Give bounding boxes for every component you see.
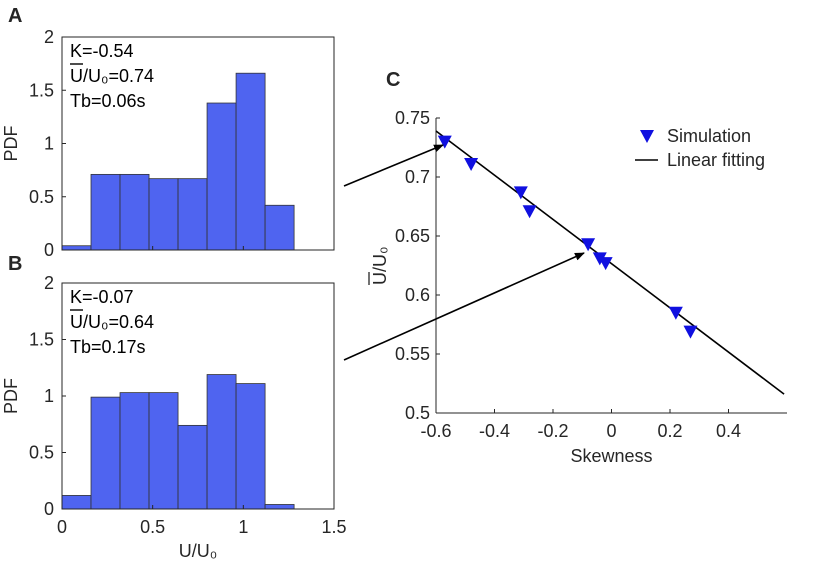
- panel-a: A 0 0.5 1 1.5 2 PDF K=-0.54 U/U₀=0.74 Tb=0.06s: [1, 5, 335, 260]
- y-axis-label-symbol: U: [370, 272, 390, 285]
- histogram-bar: [90, 396, 121, 510]
- y-tick-label: 0.55: [395, 344, 430, 364]
- simulation-point: [437, 135, 452, 149]
- y-tick-label: 0: [44, 499, 54, 519]
- simulation-point: [513, 186, 528, 200]
- y-tick-label: 2: [44, 273, 54, 293]
- x-tick-label: 1.5: [321, 517, 346, 537]
- y-tick-label: 0.7: [405, 167, 430, 187]
- histogram-bar: [264, 504, 295, 510]
- y-tick-label: 0.75: [395, 108, 430, 128]
- y-tick-label: 0.5: [29, 187, 54, 207]
- legend-marker-simulation: [640, 130, 654, 143]
- histogram-bar: [90, 173, 121, 251]
- x-axis-label: Skewness: [570, 446, 652, 466]
- simulation-point: [668, 306, 683, 320]
- annotation-mean-symbol: U: [70, 66, 83, 86]
- simulation-point: [581, 238, 596, 252]
- y-tick-label: 1: [44, 386, 54, 406]
- histogram-bar: [119, 392, 150, 510]
- histogram-bar: [235, 383, 266, 510]
- simulation-point: [598, 257, 613, 271]
- x-axis-label: U/U₀: [179, 541, 217, 561]
- panel-label: C: [386, 69, 400, 91]
- panel-label: B: [8, 253, 22, 275]
- histogram-bar: [119, 173, 150, 251]
- simulation-point: [522, 205, 537, 219]
- x-tick-label: 0.4: [716, 421, 741, 441]
- panel-c: C 0.5 0.55 0.6 0.65 0.7 0.75 -0.6 -0.4 -0.2 0 0.2 0.…: [368, 69, 787, 466]
- x-tick-label: -0.4: [479, 421, 510, 441]
- x-tick-label: 0: [606, 421, 616, 441]
- x-tick-label: 1: [238, 517, 248, 537]
- y-tick-label: 0.6: [405, 285, 430, 305]
- y-axis-label-ratio: /U₀: [370, 247, 390, 272]
- y-tick-label: 1: [44, 134, 54, 154]
- x-tick-label: 0.2: [657, 421, 682, 441]
- histogram-bar: [206, 102, 237, 251]
- y-axis-label: PDF: [1, 125, 21, 161]
- connector-arrows: [343, 144, 585, 361]
- y-tick-label: 0: [44, 240, 54, 260]
- panel-label: A: [8, 5, 22, 27]
- annotation-mean-ratio: /U₀=0.64: [83, 312, 154, 332]
- y-tick-label: 1.5: [29, 80, 54, 100]
- linear-fit-line: [435, 130, 785, 395]
- histogram-bar: [235, 72, 266, 251]
- annotation-mean-symbol: U: [70, 312, 83, 332]
- panel-b: B 0 0.5 1 1.5 2 0 0.5 1 1.5 U/U₀ PDF K=-0.07 U/U₀=0.6…: [1, 253, 347, 561]
- annotation-kurtosis: K=-0.54: [70, 41, 134, 61]
- y-axis-label: PDF: [1, 378, 21, 414]
- x-tick-label: 0.5: [140, 517, 165, 537]
- x-tick-label: -0.6: [420, 421, 451, 441]
- legend-label-fit: Linear fitting: [667, 150, 765, 170]
- histogram-bar: [264, 204, 295, 251]
- annotation-burst-time: Tb=0.17s: [70, 337, 146, 357]
- y-tick-label: 0.5: [29, 443, 54, 463]
- x-tick-label: -0.2: [537, 421, 568, 441]
- histogram-bar: [61, 495, 92, 510]
- annotation-mean-ratio: /U₀=0.74: [83, 66, 154, 86]
- y-tick-label: 0.5: [405, 403, 430, 423]
- simulation-point: [683, 325, 698, 339]
- histogram-bar: [148, 392, 179, 510]
- y-tick-label: 2: [44, 27, 54, 47]
- y-tick-label: 0.65: [395, 226, 430, 246]
- annotation-kurtosis: K=-0.07: [70, 287, 134, 307]
- legend-label-simulation: Simulation: [667, 126, 751, 146]
- histogram-bar: [61, 245, 92, 251]
- histogram-bar: [148, 178, 179, 251]
- y-axis-label: U/U₀: [368, 247, 390, 285]
- y-tick-label: 1.5: [29, 330, 54, 350]
- simulation-point: [464, 158, 479, 172]
- histogram-bar: [206, 374, 237, 510]
- histogram-bar: [177, 424, 208, 510]
- x-tick-label: 0: [57, 517, 67, 537]
- histogram-bar: [177, 178, 208, 251]
- arrow-b-to-c: [343, 252, 585, 361]
- arrow-a-to-c: [343, 144, 444, 187]
- annotation-burst-time: Tb=0.06s: [70, 91, 146, 111]
